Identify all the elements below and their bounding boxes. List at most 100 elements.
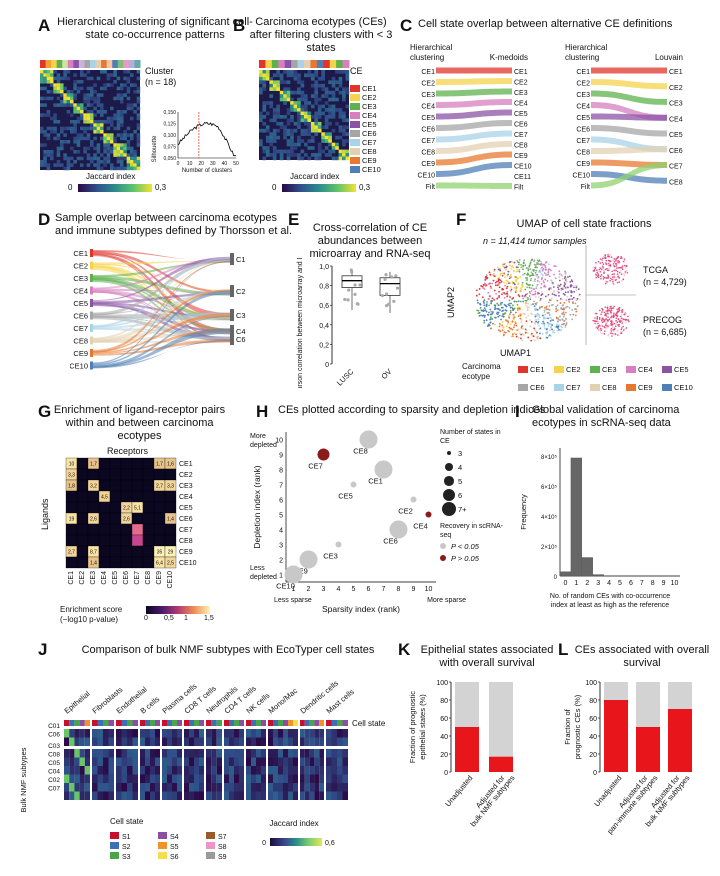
panel-j-cell-state-label: Cell state	[352, 719, 386, 728]
panel-j-cell	[273, 766, 278, 775]
panel-f-precog-point	[595, 322, 597, 324]
panel-h-point	[335, 541, 342, 548]
panel-a-heatmap-cell	[100, 103, 104, 107]
panel-j-cell	[239, 737, 244, 746]
panel-b-legend-item: CE3	[350, 102, 381, 111]
panel-b-heatmap-cell	[335, 70, 339, 74]
panel-d-node-left	[90, 286, 93, 295]
panel-b-heatmap-cell	[310, 146, 315, 150]
panel-g-cell	[142, 479, 155, 492]
panel-a-heatmap-cell	[126, 156, 131, 161]
panel-f-umap-point	[550, 280, 553, 283]
panel-b-heatmap-cell	[286, 94, 291, 98]
panel-a-heatmap-cell	[63, 103, 67, 107]
panel-c-left-flow	[436, 141, 512, 154]
panel-j-cell	[309, 783, 315, 792]
panel-c-left-flow	[436, 99, 512, 108]
panel-g-ligands: Ligands	[40, 498, 50, 530]
panel-e-point	[392, 299, 396, 304]
panel-b-heatmap-cell	[304, 94, 308, 98]
panel-f-legend-item: CE6	[518, 383, 554, 393]
panel-b-heatmap-cell	[317, 121, 322, 126]
panel-f-tcga-point	[608, 267, 610, 270]
panel-j-cell	[172, 783, 177, 792]
panel-f-umap-point	[522, 327, 525, 330]
panel-f-umap-point	[515, 266, 518, 269]
panel-j-cell	[194, 774, 199, 783]
panel-g-cell	[98, 556, 111, 569]
panel-b-heatmap-cell	[324, 118, 329, 123]
panel-j-cell	[211, 783, 217, 792]
panel-f-umap-point	[549, 299, 552, 302]
panel-l-label: L	[558, 640, 569, 659]
panel-a-heatmap-cell	[103, 83, 107, 87]
panel-c-right-label-right: CE3	[669, 101, 683, 108]
panel-j-cell	[261, 757, 266, 766]
panel-a-heatmap-cell	[73, 96, 77, 101]
panel-i-xtick: 9	[662, 580, 666, 587]
panel-a-heatmap-cell	[120, 146, 124, 151]
panel-f-umap-point	[536, 293, 539, 296]
panel-j-cell	[300, 783, 305, 792]
panel-f-umap-point	[488, 324, 491, 327]
panel-j-cell	[326, 749, 332, 758]
panel-a-heatmap-cell	[40, 143, 44, 147]
panel-f-umap-point	[498, 281, 501, 284]
panel-b-legend-label: CE8	[362, 147, 377, 156]
panel-j-cell	[309, 737, 315, 746]
panel-f-umap-point	[513, 286, 516, 289]
panel-f-umap-point	[540, 291, 543, 293]
panel-f-tcga-point	[607, 276, 609, 279]
panel-j-cell	[162, 791, 167, 800]
panel-j-cell	[199, 774, 204, 783]
panel-j-cell	[150, 783, 155, 792]
panel-g-cell-value: 3,3	[68, 473, 75, 479]
panel-f-umap-point	[539, 297, 542, 300]
panel-b-heatmap-cell	[310, 76, 315, 81]
panel-b-heatmap-cell	[304, 101, 308, 105]
panel-g-col-label: CE7	[134, 571, 141, 585]
panel-f-precog-point	[618, 325, 620, 328]
panel-g-title: Enrichment of ligand-receptor pairs with…	[53, 404, 226, 442]
panel-a-heatmap-cell	[43, 133, 47, 137]
panel-f-tcga-point	[613, 269, 615, 272]
panel-a-inset-xtick: 10	[187, 161, 193, 167]
panel-a-heatmap-cell	[126, 86, 131, 91]
panel-a-heatmap-cell	[50, 80, 54, 84]
panel-a-heatmap-cell	[83, 113, 87, 117]
panel-a-heatmap-cell	[136, 143, 141, 147]
panel-f-legend-item: CE1	[518, 365, 554, 375]
panel-f-precog-point	[605, 327, 608, 329]
panel-g-cell	[131, 490, 144, 503]
panel-b-heatmap-cell	[304, 153, 308, 157]
panel-f-umap-point	[527, 314, 530, 317]
panel-f-umap-point	[540, 263, 543, 265]
panel-f-umap-point	[531, 284, 534, 287]
panel-f-precog-point	[605, 310, 607, 312]
panel-f-umap-point	[521, 268, 524, 271]
panel-b-heatmap-cell	[265, 76, 270, 81]
panel-a-heatmap-cell	[76, 140, 81, 144]
panel-a-heatmap-cell	[83, 146, 87, 151]
panel-a-heatmap-cell	[100, 70, 104, 74]
panel-f-tcga-point	[616, 273, 619, 275]
panel-a-heatmap-cell	[73, 106, 77, 111]
panel-a-heatmap-cell	[40, 86, 44, 91]
panel-f-umap-point	[502, 334, 505, 337]
panel-d-label: D	[38, 210, 51, 229]
panel-j-cell	[216, 774, 222, 783]
panel-j-state-strip	[314, 720, 320, 726]
panel-f-umap-point	[515, 333, 517, 336]
panel-b-heatmap-cell	[259, 80, 263, 85]
panel-f-umap-point	[529, 319, 531, 322]
panel-b-heatmap-cell	[265, 139, 270, 143]
panel-f-umap-point	[492, 322, 494, 325]
panel-f-umap-point	[505, 325, 508, 328]
panel-j-cell	[229, 766, 234, 775]
panel-f-umap-point	[538, 316, 541, 319]
panel-a-heatmap-cell	[123, 153, 127, 157]
panel-j-cell	[246, 757, 251, 766]
panel-g-cell-value: 29	[168, 550, 174, 556]
panel-f-umap-point	[520, 321, 523, 323]
panel-g-cell	[65, 556, 78, 569]
